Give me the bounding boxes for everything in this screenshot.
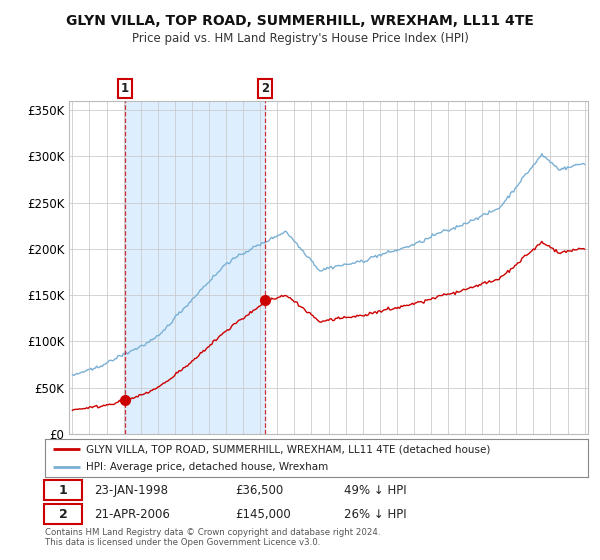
Text: 21-APR-2006: 21-APR-2006	[94, 508, 170, 521]
Text: GLYN VILLA, TOP ROAD, SUMMERHILL, WREXHAM, LL11 4TE: GLYN VILLA, TOP ROAD, SUMMERHILL, WREXHA…	[66, 14, 534, 28]
Bar	[125, 101, 265, 434]
Text: 2: 2	[59, 508, 67, 521]
Text: Contains HM Land Registry data © Crown copyright and database right 2024.
This d: Contains HM Land Registry data © Crown c…	[45, 528, 380, 548]
Text: 23-JAN-1998: 23-JAN-1998	[94, 484, 168, 497]
Text: 1: 1	[121, 82, 128, 95]
Text: £36,500: £36,500	[235, 484, 283, 497]
Text: GLYN VILLA, TOP ROAD, SUMMERHILL, WREXHAM, LL11 4TE (detached house): GLYN VILLA, TOP ROAD, SUMMERHILL, WREXHA…	[86, 444, 490, 454]
FancyBboxPatch shape	[44, 504, 82, 524]
Text: Price paid vs. HM Land Registry's House Price Index (HPI): Price paid vs. HM Land Registry's House …	[131, 32, 469, 45]
Text: 1: 1	[59, 484, 67, 497]
FancyBboxPatch shape	[44, 480, 82, 501]
Text: 26% ↓ HPI: 26% ↓ HPI	[344, 508, 406, 521]
Text: £145,000: £145,000	[235, 508, 291, 521]
Text: 2: 2	[261, 82, 269, 95]
Text: HPI: Average price, detached house, Wrexham: HPI: Average price, detached house, Wrex…	[86, 462, 328, 472]
Text: 49% ↓ HPI: 49% ↓ HPI	[344, 484, 406, 497]
